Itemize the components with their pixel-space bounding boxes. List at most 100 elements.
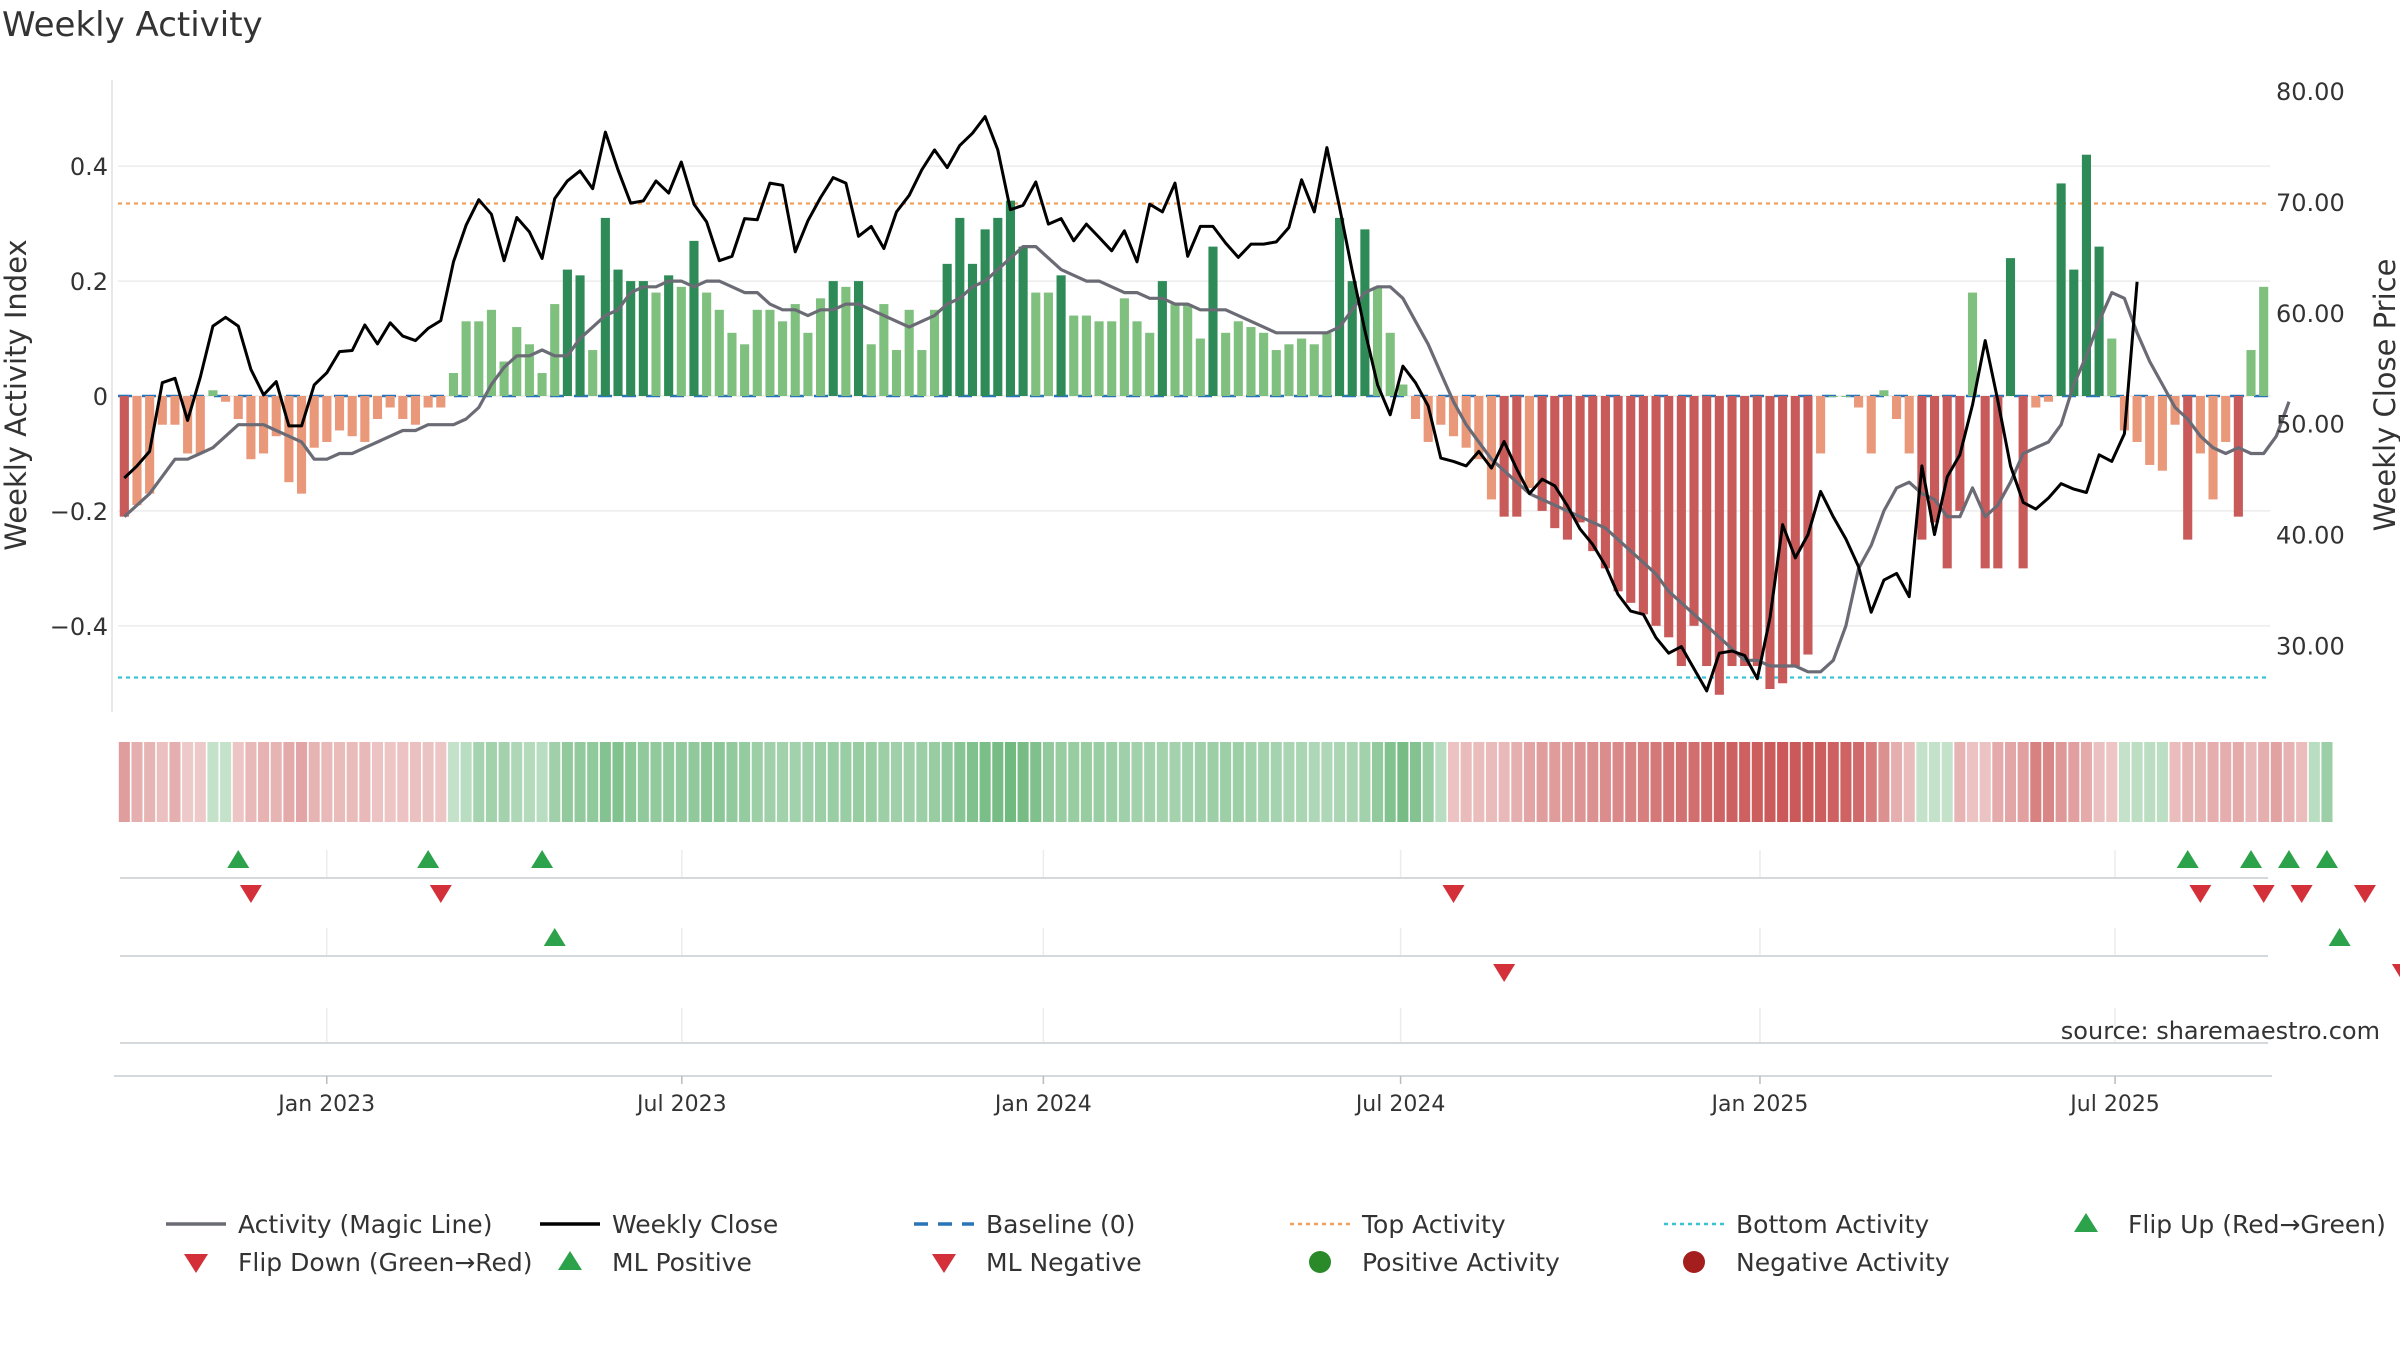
activity-bar <box>271 396 281 437</box>
heat-cell <box>2258 742 2270 822</box>
heat-cell <box>258 742 270 822</box>
heat-cell <box>270 742 282 822</box>
activity-bar <box>119 396 129 517</box>
activity-bar <box>2170 396 2180 425</box>
activity-bar <box>1119 298 1129 396</box>
activity-bar <box>512 327 522 396</box>
heat-cell <box>2232 742 2244 822</box>
activity-bar <box>955 217 965 396</box>
heat-cell <box>447 742 459 822</box>
activity-bar <box>1436 396 1446 425</box>
flip-down-marker <box>429 885 452 903</box>
activity-bar <box>651 292 661 396</box>
heat-cell <box>2004 742 2017 822</box>
legend-label: Negative Activity <box>1736 1248 1950 1277</box>
activity-bar <box>1170 304 1180 396</box>
heat-cell <box>916 742 928 822</box>
activity-bar <box>221 396 231 402</box>
heat-cell <box>1675 742 1687 822</box>
heat-cell <box>688 742 700 822</box>
heat-cell <box>1992 742 2004 822</box>
heat-cell <box>739 742 751 822</box>
activity-bar <box>1309 344 1319 396</box>
heat-cell <box>890 742 903 822</box>
heat-cell <box>1055 742 1067 822</box>
heat-cell <box>599 742 611 822</box>
heat-cell <box>587 742 599 822</box>
activity-bar <box>157 396 167 425</box>
heat-cell <box>371 742 384 822</box>
flip-down-marker <box>239 885 262 903</box>
activity-bar <box>1651 396 1661 626</box>
activity-bar <box>664 275 674 396</box>
heat-cell <box>2220 742 2232 822</box>
activity-bar <box>1702 396 1712 667</box>
heat-cell <box>1764 742 1776 822</box>
flip-up-marker <box>531 850 554 868</box>
activity-bar <box>1841 396 1851 397</box>
activity-bar <box>853 281 864 396</box>
y-right-tick-label: 80.00 <box>2276 78 2345 106</box>
activity-bar <box>170 396 180 425</box>
heat-cell <box>1106 742 1118 822</box>
heat-cell <box>2283 742 2295 822</box>
heat-cell <box>941 742 953 822</box>
activity-bar <box>1145 332 1155 396</box>
activity-bar <box>1803 396 1813 655</box>
activity-bar <box>1816 396 1826 454</box>
activity-bar <box>676 286 686 396</box>
heat-cell <box>713 742 725 822</box>
flip-down-marker <box>2290 885 2313 903</box>
heat-cell <box>1460 742 1472 822</box>
activity-bar <box>1107 321 1117 396</box>
activity-bar <box>866 344 876 396</box>
y-left-tick-label: 0 <box>93 383 108 411</box>
heat-cell <box>1068 742 1080 822</box>
activity-bar <box>588 350 598 396</box>
legend-label: Bottom Activity <box>1736 1210 1929 1239</box>
heat-cell <box>1827 742 1839 822</box>
activity-bar <box>1233 321 1243 396</box>
activity-bar <box>1714 396 1724 695</box>
heat-cell <box>1853 742 1865 822</box>
heat-cell <box>182 742 194 822</box>
heat-cell <box>1410 742 1422 822</box>
y-right-tick-label: 50.00 <box>2276 411 2345 439</box>
x-tick-label: Jul 2024 <box>1354 1092 1446 1117</box>
y-right-tick-label: 60.00 <box>2276 300 2345 328</box>
heat-cell <box>966 742 978 822</box>
activity-bar <box>803 332 813 396</box>
heat-cell <box>334 742 346 822</box>
activity-bar <box>448 373 459 396</box>
heat-cell <box>1017 742 1029 822</box>
source-note: source: sharemaestro.com <box>2061 1017 2380 1045</box>
heat-cell <box>1359 742 1371 822</box>
heat-cell <box>511 742 523 822</box>
x-axis: Jan 2023 Jul 2023 Jan 2024 Jul 2024 Jan 2025… <box>114 1075 2272 1117</box>
heat-cell <box>903 742 915 822</box>
heat-cell <box>283 742 295 822</box>
heat-cell <box>207 742 219 822</box>
heat-cell <box>2296 742 2308 822</box>
activity-bar <box>2195 396 2205 454</box>
activity-bar <box>1335 217 1345 396</box>
heat-cell <box>1321 742 1333 822</box>
heat-cell <box>131 742 143 822</box>
heat-cell <box>1663 742 1675 822</box>
heat-cell <box>979 742 991 822</box>
heat-cell <box>1042 742 1054 822</box>
heat-cell <box>2308 742 2320 822</box>
flip-up-marker <box>227 850 250 868</box>
activity-bar <box>132 396 142 506</box>
weekly-close-line <box>123 115 2139 693</box>
legend-label: Top Activity <box>1361 1210 1506 1239</box>
legend-label: Activity (Magic Line) <box>238 1210 492 1239</box>
legend-swatch <box>2074 1213 2098 1232</box>
heat-cell <box>523 742 535 822</box>
activity-bar <box>1360 229 1370 396</box>
activity-bar <box>334 396 345 431</box>
activity-bar <box>1423 396 1433 442</box>
activity-bar <box>841 286 851 396</box>
activity-bar <box>1322 332 1332 396</box>
x-tick-label: Jul 2023 <box>635 1092 727 1117</box>
